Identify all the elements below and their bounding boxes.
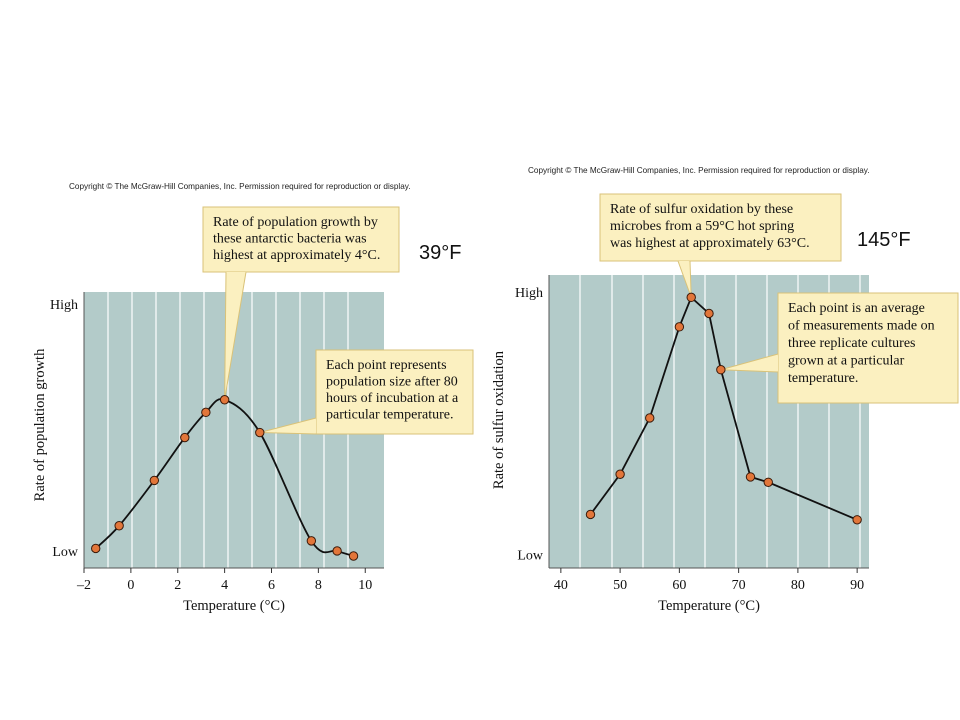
sulfur-data-point-7 [745, 472, 756, 482]
growth-y-axis-title: Rate of population growth [32, 348, 48, 501]
growth-x-tick-label-5: 8 [315, 578, 322, 593]
growth-series-line [95, 398, 354, 557]
growth-data-point-3 [180, 432, 190, 443]
sulfur-callout-1-line-1: of measurements made on [788, 319, 935, 334]
sulfur-x-tick-label-4: 80 [791, 578, 805, 593]
sulfur-callout-seam-1 [775, 354, 778, 372]
growth-data-point-0 [91, 543, 101, 554]
growth-x-axis-title: Temperature (°C) [183, 598, 285, 614]
growth-data-point-1 [114, 521, 124, 531]
sulfur-data-point-3 [674, 322, 685, 332]
sulfur-callout-0-line-1: microbes from a 59°C hot spring [610, 219, 794, 234]
sulfur-x-tick-label-2: 60 [672, 578, 686, 593]
left-temperature-fahrenheit: 39°F [419, 242, 462, 264]
sulfur-y-tick-label-0: Low [517, 549, 544, 564]
sulfur-callout-1-line-3: grown at a particular [788, 354, 905, 369]
growth-y-tick-label-1: High [50, 298, 78, 313]
growth-callout-1-line-3: particular temperature. [326, 408, 453, 423]
growth-data-point-2 [149, 475, 160, 486]
sulfur-data-point-2 [645, 413, 655, 423]
growth-callout-seam-0 [226, 272, 246, 279]
growth-callout-1-line-0: Each point represents [326, 358, 447, 373]
growth-x-tick-label-6: 10 [358, 578, 372, 593]
sulfur-callout-0-line-2: was highest at approximately 63°C. [610, 236, 810, 251]
growth-x-tick-label-0: –2 [76, 578, 91, 593]
sulfur-y-tick-label-1: High [515, 286, 543, 301]
growth-callout-0-line-1: these antarctic bacteria was [213, 232, 367, 247]
growth-data-point-4 [201, 407, 211, 418]
sulfur-callout-1-line-0: Each point is an average [788, 301, 925, 316]
growth-callout-seam-1 [313, 418, 316, 434]
growth-y-tick-label-0: Low [52, 545, 79, 560]
sulfur-y-axis-title: Rate of sulfur oxidation [491, 350, 507, 489]
sulfur-data-point-9 [852, 515, 862, 525]
growth-x-tick-label-1: 0 [127, 578, 134, 593]
sulfur-data-point-6 [716, 365, 726, 375]
growth-callout-1-line-2: hours of incubation at a [326, 391, 459, 406]
growth-data-point-5 [219, 395, 230, 405]
sulfur-callout-seam-0 [678, 261, 690, 263]
growth-data-point-9 [348, 551, 359, 561]
sulfur-callout-box-1 [777, 292, 959, 404]
growth-data-point-8 [332, 546, 342, 556]
growth-callout-0-line-2: highest at approximately 4°C. [213, 248, 380, 263]
growth-data-point-7 [306, 536, 317, 546]
sulfur-x-tick-label-3: 70 [732, 578, 746, 593]
sulfur-data-point-1 [615, 469, 625, 479]
sulfur-x-axis-title: Temperature (°C) [658, 598, 760, 614]
sulfur-callout-1-line-4: temperature. [788, 371, 858, 386]
growth-x-tick-label-4: 6 [268, 578, 275, 593]
sulfur-data-point-5 [704, 308, 714, 319]
sulfur-x-tick-label-1: 50 [613, 578, 627, 593]
sulfur-x-tick-label-0: 40 [554, 578, 568, 593]
growth-callout-box-0 [202, 206, 400, 273]
sulfur-callout-0-line-0: Rate of sulfur oxidation by these [610, 202, 793, 217]
growth-x-tick-label-2: 2 [174, 578, 181, 593]
sulfur-data-point-0 [585, 509, 596, 520]
sulfur-x-tick-label-5: 90 [850, 578, 864, 593]
growth-callout-box-1 [315, 349, 474, 435]
sulfur-data-point-4 [686, 292, 696, 303]
sulfur-callout-1-line-2: three replicate cultures [788, 336, 915, 351]
right-copyright: Copyright © The McGraw-Hill Companies, I… [528, 166, 870, 175]
growth-x-tick-label-3: 4 [221, 578, 228, 593]
growth-callout-0-line-0: Rate of population growth by [213, 215, 378, 230]
sulfur-callout-box-0 [599, 193, 842, 262]
growth-callout-1-line-1: population size after 80 [326, 375, 458, 390]
sulfur-data-point-8 [763, 477, 773, 487]
left-copyright: Copyright © The McGraw-Hill Companies, I… [69, 182, 411, 191]
growth-data-point-6 [255, 427, 265, 438]
right-temperature-fahrenheit: 145°F [857, 229, 911, 251]
sulfur-series-line [589, 295, 858, 521]
